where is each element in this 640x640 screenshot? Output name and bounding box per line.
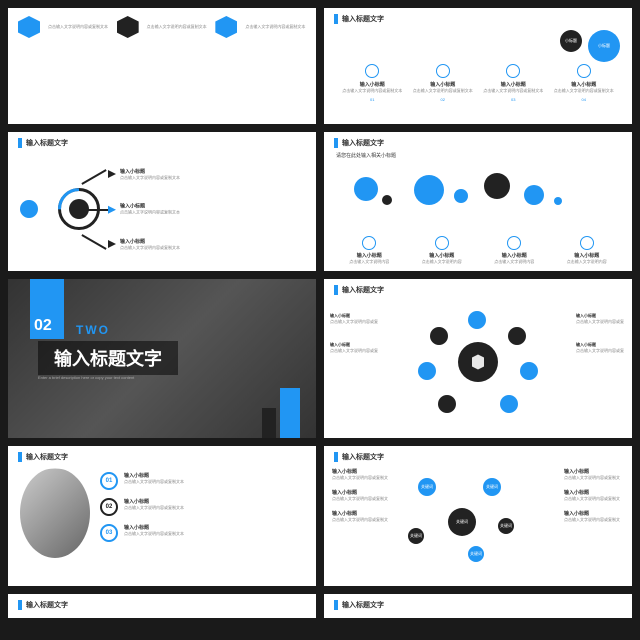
slide-grid: 点击输入文字说明内容或复制文本 点击输入文字说明内容或复制文本 点击输入文字说明… [0, 0, 640, 640]
col-row: 输入小标题点击输入文字说明内容输入小标题点击输入文字说明内容输入小标题点击输入文… [336, 236, 620, 265]
item-row: 输入小标题点击输入文字说明内容或复制文本01输入小标题点击输入文字说明内容或复制… [336, 64, 620, 102]
slide-title: 输入标题文字 [26, 452, 68, 462]
section-number: 02 [34, 317, 52, 335]
number-badge: 03 [100, 524, 118, 542]
section-sub: Enter a brief description here or copy y… [38, 375, 134, 380]
feature-image [20, 468, 90, 558]
keyword-node: 关键词 [498, 518, 514, 534]
section-eng: TWO [76, 323, 110, 337]
slide-4: 输入标题文字 请您在此处输入相关小标题 输入小标题点击输入文字说明内容输入小标题… [324, 132, 632, 271]
slide-3: 输入标题文字 输入小标题点击输入文字说明内容或复制文本 输入小标题点击输入文字说… [8, 132, 316, 271]
slide-10-partial: 输入标题文字 [324, 594, 632, 618]
badge-circle: 小标题 [588, 30, 620, 62]
slide-5-section: 02 TWO 输入标题文字 Enter a brief description … [8, 279, 316, 439]
slide-1: 点击输入文字说明内容或复制文本 点击输入文字说明内容或复制文本 点击输入文字说明… [8, 8, 316, 124]
outer-node [438, 395, 456, 413]
keyword-node: 关键词 [408, 528, 424, 544]
placeholder: 点击输入文字说明内容或复制文本 [48, 24, 109, 30]
right-col: 输入小标题点击输入文字说明内容或复制文输入小标题点击输入文字说明内容或复制文输入… [564, 468, 624, 568]
slide-title: 输入标题文字 [342, 452, 384, 462]
slide-9-partial: 输入标题文字 [8, 594, 316, 618]
slide-title: 输入标题文字 [342, 14, 384, 24]
center-node [458, 342, 498, 382]
bubble [382, 195, 392, 205]
bubble [414, 175, 444, 205]
bubble [524, 185, 544, 205]
hex-icon [215, 16, 237, 38]
numbered-list: 01输入小标题点击输入文字说明内容或复制文本02输入小标题点击输入文字说明内容或… [100, 468, 304, 558]
item-icon [436, 64, 450, 78]
outer-node [468, 311, 486, 329]
outer-node [500, 395, 518, 413]
outer-node [418, 362, 436, 380]
note: 请您在此处输入相关小标题 [324, 150, 632, 161]
item-icon [506, 64, 520, 78]
keyword-node: 关键词 [448, 508, 476, 536]
placeholder: 点击输入文字说明内容或复制文本 [245, 24, 306, 30]
slide-title: 输入标题文字 [342, 138, 384, 148]
slide-title: 输入标题文字 [26, 138, 68, 148]
left-col: 输入小标题点击输入文字说明内容或复制文输入小标题点击输入文字说明内容或复制文输入… [332, 468, 392, 568]
hex-icon [117, 16, 139, 38]
keyword-node: 关键词 [468, 546, 484, 562]
outer-node [520, 362, 538, 380]
accent-dot [20, 200, 38, 218]
bubble [354, 177, 378, 201]
keyword-node: 关键词 [483, 478, 501, 496]
keyword-node: 关键词 [418, 478, 436, 496]
slide-2: 输入标题文字 小标题 小标题 输入小标题点击输入文字说明内容或复制文本01输入小… [324, 8, 632, 124]
slide-7: 输入标题文字 01输入小标题点击输入文字说明内容或复制文本02输入小标题点击输入… [8, 446, 316, 586]
keyword-net: 关键词关键词关键词关键词关键词关键词 [398, 468, 558, 568]
bubble [484, 173, 510, 199]
item-icon [365, 64, 379, 78]
badge-circle: 小标题 [560, 30, 582, 52]
placeholder: 点击输入文字说明内容或复制文本 [147, 24, 208, 30]
bubble [454, 189, 468, 203]
number-badge: 02 [100, 498, 118, 516]
outer-node [508, 327, 526, 345]
slide-title: 输入标题文字 [342, 285, 384, 295]
section-title: 输入标题文字 [38, 341, 178, 375]
slide-6: 输入标题文字 输入小标题点击输入文字说明内容或复输入小标题点击输入文字说明内容或… [324, 279, 632, 439]
number-badge: 01 [100, 472, 118, 490]
bubble [554, 197, 562, 205]
item-icon [577, 64, 591, 78]
hex-icon [18, 16, 40, 38]
slide-8: 输入标题文字 输入小标题点击输入文字说明内容或复制文输入小标题点击输入文字说明内… [324, 446, 632, 586]
side-left: 输入小标题点击输入文字说明内容或复输入小标题点击输入文字说明内容或复 [330, 313, 380, 372]
network [408, 307, 548, 417]
side-right: 输入小标题点击输入文字说明内容或复输入小标题点击输入文字说明内容或复 [576, 313, 626, 372]
outer-node [430, 327, 448, 345]
